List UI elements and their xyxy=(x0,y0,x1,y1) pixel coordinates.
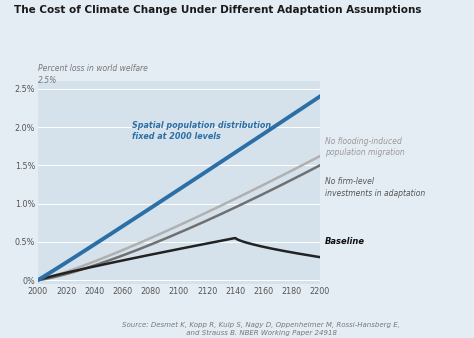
Text: Percent loss in world welfare: Percent loss in world welfare xyxy=(38,64,148,73)
Text: Source: Desmet K, Kopp R, Kulp S, Nagy D, Oppenheimer M, Rossi-Hansberg E,
 and : Source: Desmet K, Kopp R, Kulp S, Nagy D… xyxy=(122,322,400,336)
Text: Baseline: Baseline xyxy=(325,237,365,246)
Text: No flooding-induced
population migration: No flooding-induced population migration xyxy=(325,137,404,158)
Text: No firm-level
investments in adaptation: No firm-level investments in adaptation xyxy=(325,177,425,198)
Text: 2.5%: 2.5% xyxy=(38,76,57,85)
Text: Spatial population distribution
fixed at 2000 levels: Spatial population distribution fixed at… xyxy=(132,121,272,141)
Text: The Cost of Climate Change Under Different Adaptation Assumptions: The Cost of Climate Change Under Differe… xyxy=(14,5,422,15)
